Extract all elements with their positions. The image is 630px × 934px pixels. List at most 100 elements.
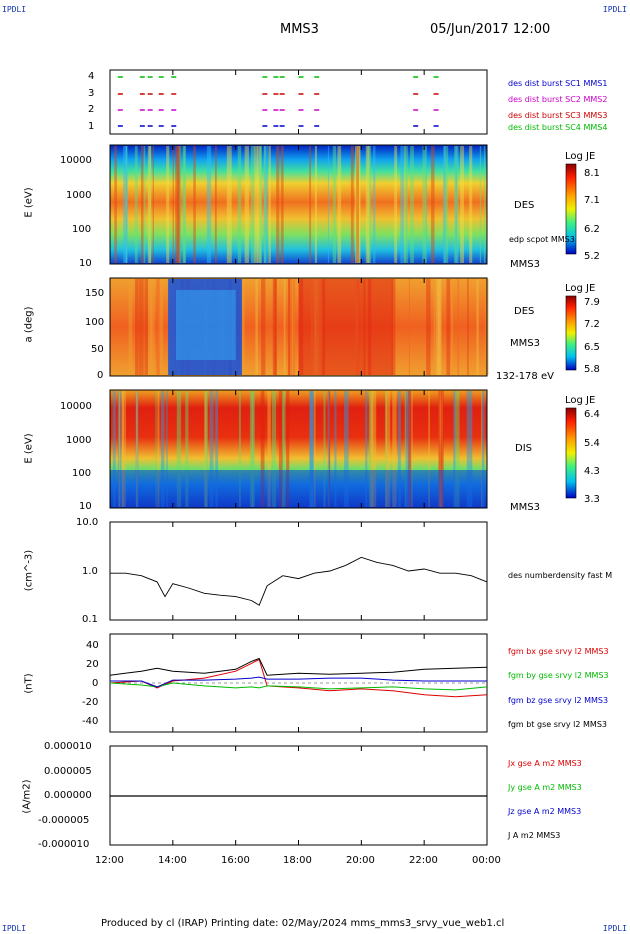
colorbar-tick: 4.3 [584,466,600,477]
burst-ytick: 3 [88,88,95,99]
bfield-series-line [109,657,488,676]
spectrogram-stripe [291,279,295,375]
spectrogram-stripe [143,146,146,263]
colorbar-tick: 5.4 [584,438,600,449]
dis-low-energy-band [110,470,487,507]
footer-text: Produced by cl (IRAP) Printing date: 02/… [101,918,505,929]
spectrogram-stripe [161,391,165,507]
spectrogram-stripe [451,279,453,375]
des-energy-ytick: 10000 [60,155,92,166]
spectrogram-stripe [118,391,121,507]
des-energy-ytick: 10 [79,258,92,269]
des-pitch-ylabel: a (deg) [23,306,35,343]
burst-panel-frame [109,69,488,135]
spectrogram-stripe [204,391,207,507]
spectrogram-stripe [428,391,430,507]
spectrogram-stripe [156,279,160,375]
spectrogram-stripe [128,279,133,375]
dis-energy-ylabel: E (eV) [23,433,35,464]
colorbar-tick: 8.1 [584,168,600,179]
des-energy-right-label: DES [514,200,535,211]
spectrogram-stripe [135,279,139,375]
corner-mark-bottom-right: IPDLI [602,924,627,933]
des-energy-ytick: 100 [72,224,92,235]
spectrogram-stripe [215,391,219,507]
burst-legend-item: des dist burst SC3 MMS3 [508,111,608,120]
bfield-legend-item: fgm bt gse srvy l2 MMS3 [508,720,607,729]
current-legend-item: Jx gse A m2 MMS3 [508,759,582,768]
spectrogram-stripe [410,146,414,263]
spectrogram-stripe [254,146,258,263]
spectrogram-stripe [172,146,174,263]
spectrogram-stripe [135,391,139,507]
spectrogram-stripe [408,279,411,375]
dis-energy-ytick: 100 [72,468,92,479]
spectrogram-stripe [204,391,208,507]
des-energy-scpot-label: edp scpot MMS3 [509,235,575,244]
spectrogram-stripe [166,391,168,507]
spectrogram-stripe [405,391,411,507]
spectrogram-stripe [272,279,277,375]
spectrogram-stripe [237,146,242,263]
spectrogram-stripe [214,146,217,263]
spectrogram-stripe [437,279,442,375]
time-tick-label: 22:00 [409,855,438,866]
pitch-high-flux-region [298,279,393,375]
des-pitch-spacecraft-label: MMS3 [510,338,540,349]
spectrogram-stripe [152,146,154,263]
spectrogram-stripe [355,146,360,263]
spectrogram-stripe [356,146,361,263]
dis-energy-ytick: 10000 [60,401,92,412]
spectrogram-stripe [267,391,271,507]
burst-legend-item: des dist burst SC4 MMS4 [508,123,608,132]
colorbar-tick: 7.9 [584,297,600,308]
spectrogram-stripe [404,146,406,263]
spectrogram-stripe [365,391,368,507]
current-legend-item: Jz gse A m2 MMS3 [508,807,582,816]
spectrogram-stripe [438,391,443,507]
current-ytick: -0.000010 [38,839,90,850]
spectrogram-stripe [400,146,404,263]
spectrogram-stripe [344,391,349,507]
current-ytick: 0.000010 [44,741,92,752]
des-pitch-stripes [128,279,489,375]
spectrogram-stripe [481,391,485,507]
spectrogram-stripe [371,391,377,507]
spectrogram-stripe [268,146,271,263]
spectrogram-stripe [454,146,459,263]
spectrogram-stripe [422,146,427,263]
dis-energy-stripes [110,391,487,507]
spectrogram-stripe [123,146,128,263]
spectrogram-stripe [283,279,286,375]
des-pitch-ytick: 0 [97,370,104,381]
spectrogram-stripe [438,391,442,507]
spectrogram-stripe [368,391,373,507]
spectrogram-stripe [117,391,122,507]
corner-mark-top-right: IPDLI [602,5,627,14]
colorbar-des-energy-title: Log JE [565,151,596,162]
spectrogram-stripe [263,146,266,263]
spectrogram-stripe [446,279,451,375]
colorbar-des-pitch-title: Log JE [565,283,596,294]
des-pitch-ytick: 150 [85,288,105,299]
spectrogram-stripe [467,279,469,375]
spectrogram-stripe [155,391,157,507]
density-ytick: 1.0 [82,566,98,577]
spectrogram-stripe [337,146,342,263]
spectrogram-stripe [150,279,155,375]
spectrogram-stripe [309,391,314,507]
spectrogram-stripe [466,391,469,507]
current-ytick: 0.000000 [44,790,92,801]
spectrogram-stripe [327,146,330,263]
bfield-series-line [109,658,488,698]
spectrogram-stripe [271,391,277,507]
spectrogram-stripe [244,146,249,263]
colorbar-tick: 6.2 [584,224,600,235]
spectrogram-stripe [280,146,284,263]
spectrogram-stripe [121,391,124,507]
spectrogram-stripe [238,391,241,507]
spectrogram-stripe [185,391,189,507]
burst-legend-item: des dist burst SC1 MMS1 [508,79,608,88]
spectrogram-stripe [240,279,245,375]
spectrogram-stripe [356,146,360,263]
